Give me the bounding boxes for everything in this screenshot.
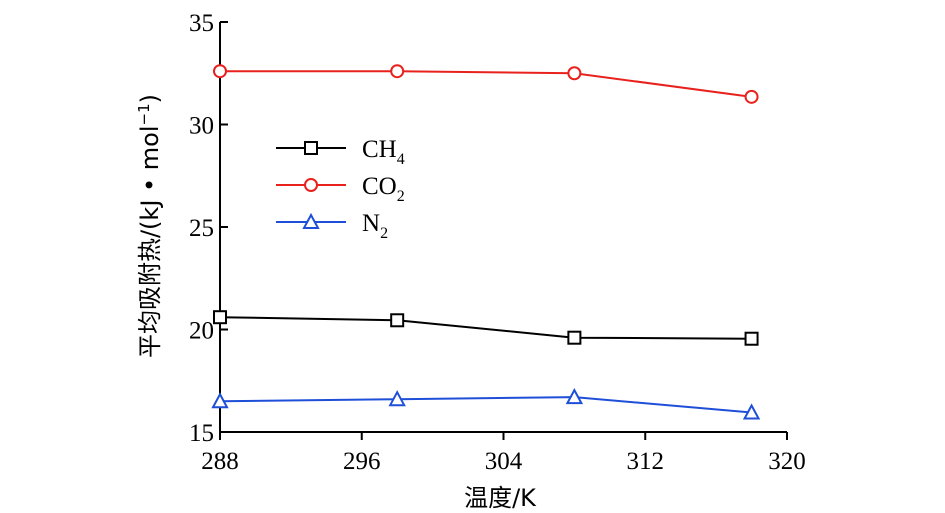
legend-label-subscript: 2 bbox=[397, 188, 405, 205]
legend-item-CO2: CO2 bbox=[276, 173, 405, 205]
data-point-CO2-308 bbox=[567, 66, 582, 81]
legend-label-CH4: CH4 bbox=[362, 136, 405, 168]
data-point-CH4-288 bbox=[213, 310, 227, 325]
data-point-CH4-318 bbox=[744, 331, 759, 346]
y-tick-label-15: 15 bbox=[189, 420, 214, 447]
series-CH4 bbox=[213, 310, 759, 346]
data-point-CO2-318 bbox=[744, 89, 759, 104]
legend-item-N2: N2 bbox=[276, 210, 388, 242]
series-line-CO2 bbox=[220, 70, 752, 98]
legend-label-subscript: 2 bbox=[380, 225, 388, 242]
x-tick-label-304: 304 bbox=[485, 448, 523, 475]
data-point-CH4-308 bbox=[567, 330, 582, 345]
y-axis-title-sup: −1 bbox=[135, 103, 153, 125]
y-tick-label-25: 25 bbox=[189, 215, 214, 242]
legend-label-CO2: CO2 bbox=[362, 173, 405, 205]
y-tick-label-30: 30 bbox=[189, 113, 214, 140]
data-point-CO2-288 bbox=[213, 64, 227, 79]
x-tick-label-296: 296 bbox=[343, 448, 381, 475]
legend-label-base: CO bbox=[362, 173, 397, 200]
legend-label-base: CH bbox=[362, 136, 397, 163]
legend-marker-CH4 bbox=[304, 141, 318, 155]
data-point-CO2-298 bbox=[390, 64, 405, 79]
y-axis-title: 平均吸附热/(kJ • mol−1) bbox=[135, 94, 164, 358]
x-axis-title: 温度/K bbox=[464, 484, 537, 512]
data-point-N2-318 bbox=[742, 403, 761, 420]
x-tick-label-312: 312 bbox=[627, 448, 665, 475]
data-point-N2-288 bbox=[211, 392, 229, 409]
x-tick-label-288: 288 bbox=[201, 448, 239, 475]
legend-item-CH4: CH4 bbox=[276, 136, 405, 168]
legend-marker-N2 bbox=[302, 212, 320, 229]
y-axis-title-main: 平均吸附热/(kJ • mol bbox=[136, 125, 164, 358]
series-CO2 bbox=[213, 64, 759, 104]
plot-area: 15 20 25 30 35 288 296 304 312 320 bbox=[189, 10, 806, 475]
data-point-N2-308 bbox=[565, 388, 584, 405]
y-tick-label-20: 20 bbox=[189, 318, 214, 345]
legend-marker-CO2 bbox=[304, 178, 318, 192]
y-axis-title-close: ) bbox=[136, 94, 164, 103]
data-point-N2-298 bbox=[388, 390, 406, 407]
data-point-CH4-298 bbox=[390, 313, 405, 328]
x-tick-label-320: 320 bbox=[768, 448, 806, 475]
legend-label-base: N bbox=[362, 210, 380, 237]
legend-label-N2: N2 bbox=[362, 210, 388, 242]
series-line-CH4 bbox=[219, 316, 752, 340]
series-N2 bbox=[211, 388, 761, 420]
y-tick-label-35: 35 bbox=[189, 10, 214, 37]
series-line-N2 bbox=[219, 396, 752, 414]
legend-label-subscript: 4 bbox=[397, 151, 405, 168]
